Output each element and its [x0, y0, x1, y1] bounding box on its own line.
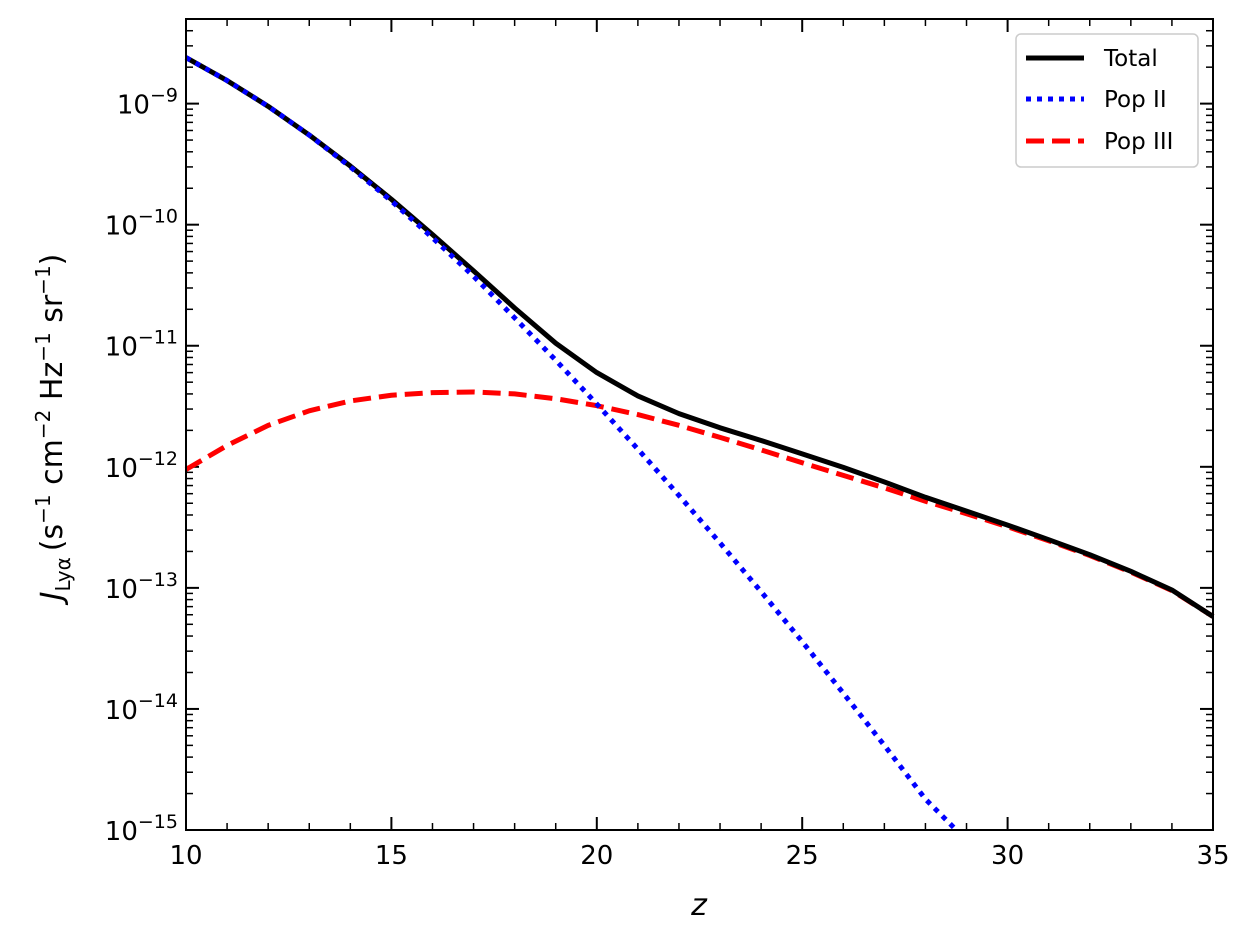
y-tick-label: 10−11 [105, 327, 178, 363]
plot-frame [185, 18, 1214, 831]
x-tick-label: 20 [580, 841, 613, 871]
legend: Total Pop II Pop III [1015, 33, 1199, 168]
x-tick-label: 30 [991, 841, 1024, 871]
y-axis-unit-sr-exp: −1 [31, 265, 55, 294]
y-tick-label: 10−14 [105, 690, 178, 726]
legend-box [1015, 33, 1199, 168]
x-tick-label: 10 [169, 841, 202, 871]
y-tick-label: 10−10 [105, 206, 178, 242]
y-axis-title: JLyα(s−1 cm−2 Hz−1 sr−1) [31, 254, 75, 606]
axis-ticks [185, 18, 1214, 831]
y-axis-unit-cm-exp: −2 [31, 410, 55, 439]
x-axis-title: z [690, 888, 708, 923]
series-line-total [184, 55, 1215, 619]
y-tick-label: 10−9 [117, 85, 178, 121]
legend-label-pop-iii: Pop III [1104, 129, 1173, 155]
y-axis-unit-sr: sr [35, 294, 70, 332]
y-axis-unit-hz: Hz [35, 362, 70, 410]
x-tick-label: 15 [375, 841, 408, 871]
y-tick-label: 10−12 [105, 448, 178, 484]
legend-label-total: Total [1103, 46, 1158, 72]
y-tick-label: 10−15 [105, 811, 178, 847]
y-tick-label: 10−13 [105, 569, 178, 605]
x-tick-label: 25 [786, 841, 819, 871]
x-tick-label: 35 [1196, 841, 1229, 871]
series-lines [184, 55, 1215, 832]
axis-tick-labels: 10 15 20 25 30 35 10−9 10−10 10−11 10−12 10−13 10−1… [105, 85, 1230, 871]
y-axis-unit-hz-exp: −1 [31, 332, 55, 361]
y-axis-unit-close: ) [35, 254, 70, 266]
y-axis-unit-open: (s [35, 524, 70, 551]
y-axis-symbol-subscript: Lyα [51, 557, 75, 591]
series-line-pop-ii [184, 55, 959, 832]
y-axis-unit-cm: cm [35, 439, 70, 494]
y-axis-unit-s-exp: −1 [31, 494, 55, 523]
legend-label-pop-ii: Pop II [1104, 87, 1167, 113]
